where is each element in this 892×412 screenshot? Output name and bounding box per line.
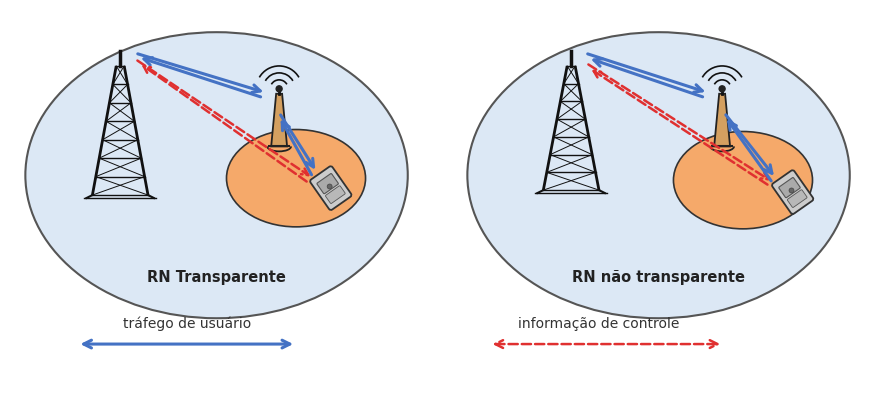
Circle shape bbox=[277, 86, 282, 92]
Polygon shape bbox=[714, 94, 730, 146]
Text: RN Transparente: RN Transparente bbox=[147, 270, 286, 285]
Ellipse shape bbox=[25, 32, 408, 318]
FancyBboxPatch shape bbox=[317, 173, 338, 194]
Text: tráfego de usuário: tráfego de usuário bbox=[122, 317, 251, 331]
Circle shape bbox=[789, 188, 794, 193]
Ellipse shape bbox=[467, 32, 850, 318]
FancyBboxPatch shape bbox=[310, 166, 351, 210]
FancyBboxPatch shape bbox=[326, 186, 345, 204]
Circle shape bbox=[719, 86, 725, 92]
Polygon shape bbox=[271, 94, 287, 146]
FancyBboxPatch shape bbox=[788, 190, 807, 208]
Circle shape bbox=[327, 184, 332, 189]
Text: informação de controle: informação de controle bbox=[518, 317, 680, 331]
Ellipse shape bbox=[673, 131, 813, 229]
Text: RN não transparente: RN não transparente bbox=[572, 270, 745, 285]
FancyBboxPatch shape bbox=[772, 170, 814, 214]
Ellipse shape bbox=[227, 129, 366, 227]
FancyBboxPatch shape bbox=[779, 178, 800, 198]
